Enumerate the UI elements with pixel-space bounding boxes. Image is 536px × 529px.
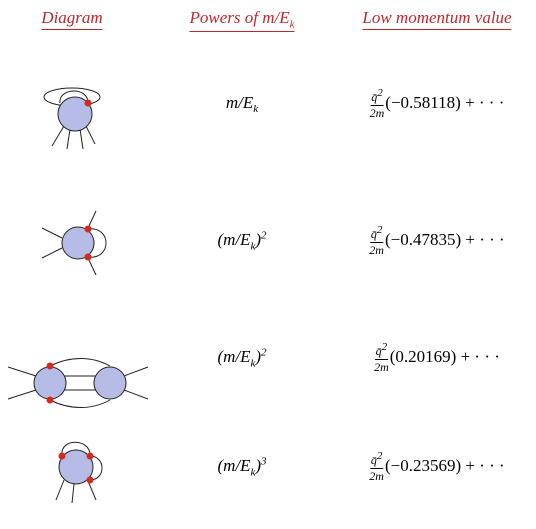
coefficient: (−0.58118)	[385, 92, 461, 112]
power: m/Ek	[226, 93, 258, 115]
fraction: q̄2 2m	[369, 450, 384, 484]
numerator: q̄2	[369, 224, 384, 243]
fraction: q̄2 2m	[374, 341, 389, 375]
tail: + · · ·	[465, 229, 505, 249]
power-close: )	[255, 347, 262, 367]
value: q̄2 2m (−0.58118) + · · ·	[370, 87, 505, 121]
power-main: Powers of m/E	[189, 8, 290, 27]
denominator: 2m	[369, 469, 384, 483]
numerator-base: q̄	[370, 227, 377, 241]
header-value: Low momentum value	[362, 8, 512, 30]
numerator-sup: 2	[376, 450, 383, 462]
power-sub: k	[253, 103, 259, 116]
diagram-2	[41, 210, 107, 276]
power-sub: k	[250, 466, 256, 479]
power-close: )	[255, 230, 262, 250]
tail: + · · ·	[460, 346, 500, 366]
denominator: 2m	[374, 360, 389, 374]
numerator-sup: 2	[381, 341, 388, 353]
diagram-3	[7, 358, 149, 408]
value: q̄2 2m (−0.23569) + · · ·	[369, 450, 504, 484]
coefficient: (−0.23569)	[384, 455, 462, 475]
power-sup: 2	[261, 346, 267, 359]
power-main: (m/E	[217, 456, 251, 476]
value: q̄2 2m (−0.47835) + · · ·	[369, 224, 504, 258]
power-close: )	[255, 456, 262, 476]
numerator: q̄2	[369, 450, 384, 469]
power-sub: k	[250, 240, 256, 253]
power-sup: 2	[261, 229, 267, 242]
denominator: 2m	[369, 243, 384, 257]
power: (m/Ek)2	[217, 346, 266, 369]
denominator: 2m	[369, 106, 385, 120]
fraction: q̄2 2m	[369, 224, 384, 258]
numerator-sup: 2	[376, 224, 383, 236]
coefficient: (0.20169)	[389, 346, 457, 366]
power: (m/Ek)3	[217, 455, 266, 478]
power-sub: k	[289, 18, 295, 31]
power-main: (m/E	[217, 347, 251, 367]
value: q̄2 2m (0.20169) + · · ·	[374, 341, 500, 375]
fraction: q̄2 2m	[370, 87, 385, 121]
tail: + · · ·	[465, 455, 505, 475]
power: (m/Ek)2	[217, 229, 266, 252]
numerator-sup: 2	[377, 87, 383, 99]
tail: + · · ·	[465, 92, 505, 112]
power-main: (m/E	[217, 230, 251, 250]
numerator-base: q̄	[371, 90, 378, 104]
numerator-base: q̄	[370, 453, 377, 467]
numerator-base: q̄	[375, 344, 382, 358]
power-main: m/E	[225, 92, 254, 112]
numerator: q̄2	[374, 341, 389, 360]
diagram-4	[55, 441, 103, 504]
header-powers: Powers of m/Ek	[189, 8, 295, 33]
diagram-1	[43, 87, 101, 150]
header-diagram: Diagram	[41, 8, 103, 30]
numerator: q̄2	[370, 87, 384, 106]
power-sub: k	[250, 357, 256, 370]
coefficient: (−0.47835)	[384, 229, 462, 249]
power-sup: 3	[261, 455, 267, 468]
